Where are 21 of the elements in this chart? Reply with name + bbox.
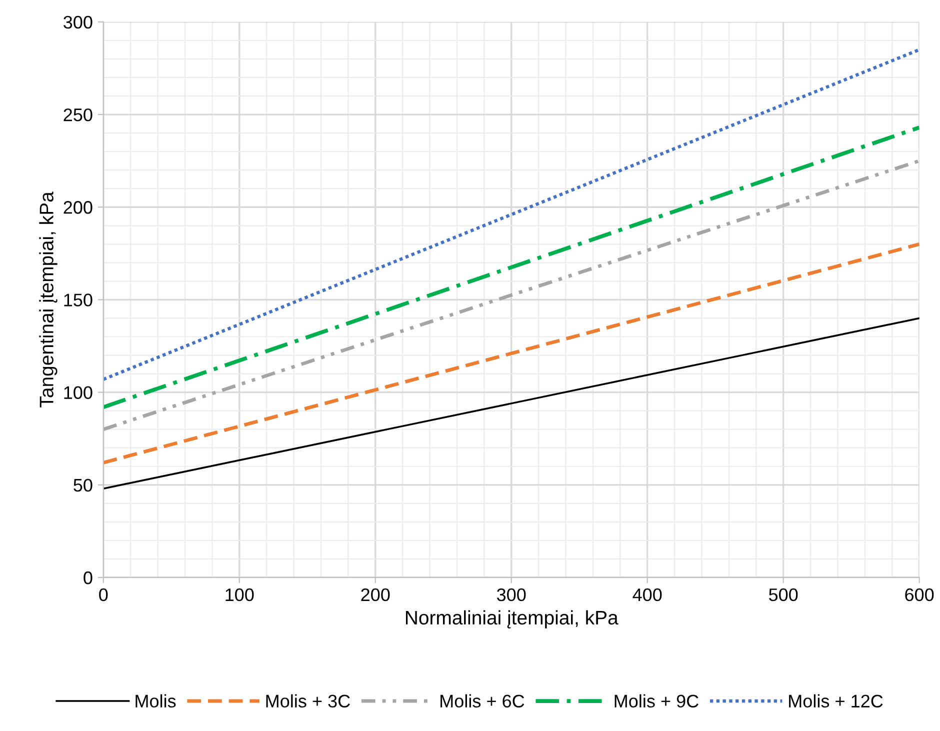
legend-label: Molis + 9C bbox=[614, 694, 698, 708]
y-tick-label: 100 bbox=[64, 386, 92, 400]
legend-label: Molis + 6C bbox=[440, 694, 524, 708]
x-tick-label: 400 bbox=[632, 588, 662, 602]
y-tick-label: 250 bbox=[64, 108, 92, 122]
x-tick-label: 500 bbox=[768, 588, 798, 602]
y-tick-label: 300 bbox=[64, 16, 92, 29]
x-tick-label: 600 bbox=[905, 588, 934, 602]
x-tick-label: 100 bbox=[226, 588, 254, 602]
y-tick-label: 200 bbox=[64, 201, 92, 214]
legend-label: Molis + 12C bbox=[789, 694, 883, 708]
y-tick-label: 50 bbox=[74, 478, 92, 492]
y-tick-label: 0 bbox=[84, 571, 92, 584]
y-tick-label: 150 bbox=[64, 294, 92, 306]
x-tick-label: 200 bbox=[361, 588, 390, 602]
x-tick-label: 0 bbox=[99, 588, 108, 602]
legend-label: Molis + 3C bbox=[266, 694, 350, 708]
x-tick-label: 300 bbox=[496, 588, 526, 602]
x-axis-title: Normaliniai įtempiai, kPa bbox=[406, 610, 618, 628]
legend-label: Molis bbox=[136, 694, 176, 708]
y-axis-title: Tangentinai įtempiai, kPa bbox=[39, 192, 58, 408]
